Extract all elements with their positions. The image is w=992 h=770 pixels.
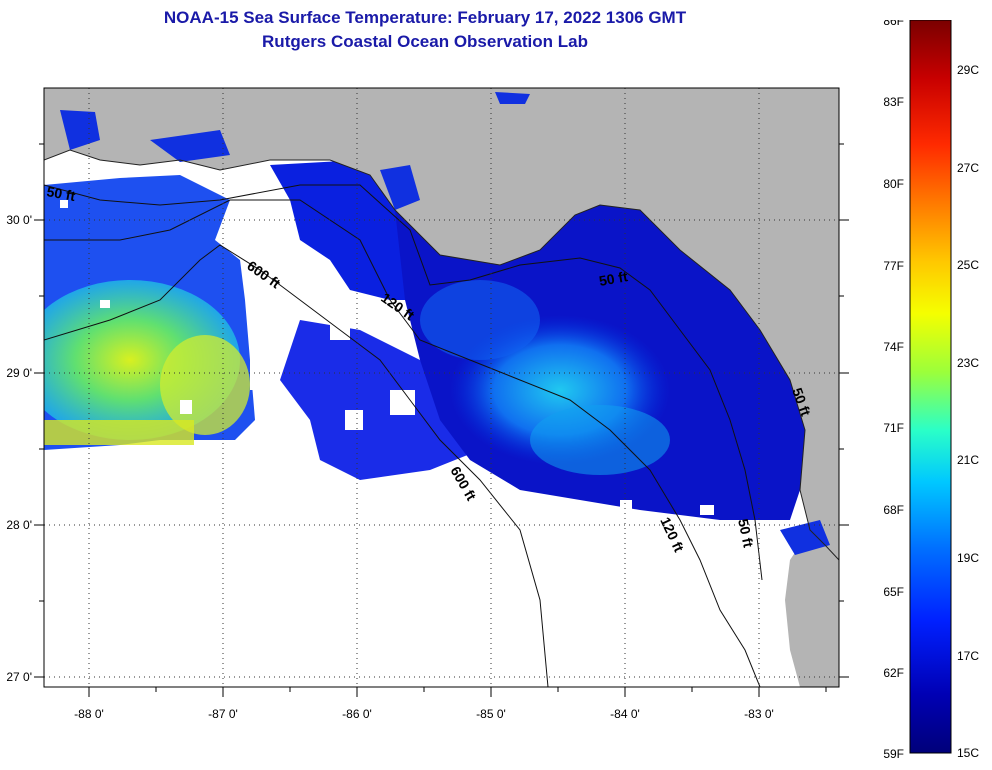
lon-label-88: -88 0' (74, 707, 104, 721)
f-label: 86F (883, 20, 904, 28)
lat-label-30: 30 0' (6, 213, 32, 227)
coastline (44, 149, 839, 561)
cyan-water-east-2 (530, 405, 670, 475)
c-label: 23C (957, 356, 979, 370)
colorbar-svg: 86F 83F 80F 77F 74F 71F 68F 65F 62F 59F … (883, 14, 979, 761)
c-label: 17C (957, 649, 979, 663)
contour-120ft (44, 199, 761, 687)
lon-label-84: -84 0' (610, 707, 640, 721)
c-label: 29C (957, 63, 979, 77)
cyan-water-east-3 (420, 280, 540, 360)
lon-label-83: -83 0' (744, 707, 774, 721)
f-label: 74F (883, 340, 904, 354)
c-label: 25C (957, 258, 979, 272)
lon-label-87: -87 0' (208, 707, 238, 721)
warm-strip (44, 420, 194, 445)
lon-label-86: -86 0' (342, 707, 372, 721)
contour-label-1: 50 ft (45, 183, 76, 204)
c-label: 21C (957, 453, 979, 467)
colorbar-gradient (909, 19, 952, 754)
f-label: 65F (883, 585, 904, 599)
f-label: 71F (883, 421, 904, 435)
c-label: 19C (957, 551, 979, 565)
bay-water-2 (150, 130, 230, 162)
c-label: 15C (957, 746, 979, 760)
lat-label-29: 29 0' (6, 366, 32, 380)
cloud-gaps (60, 200, 714, 515)
bay-water (60, 110, 100, 150)
map-title: NOAA-15 Sea Surface Temperature: Februar… (163, 8, 687, 27)
colorbar-f-labels: 86F 83F 80F 77F 74F 71F 68F 65F 62F 59F (883, 14, 904, 761)
sst-central-south (280, 320, 480, 480)
contour-600ft (44, 244, 549, 687)
map-subtitle: Rutgers Coastal Ocean Observation Lab (262, 32, 588, 51)
land-north (44, 88, 839, 560)
c-label: 27C (957, 161, 979, 175)
land-peninsula (785, 530, 839, 687)
f-label: 83F (883, 95, 904, 109)
f-label: 68F (883, 503, 904, 517)
lon-label-85: -85 0' (476, 707, 506, 721)
lat-label-28: 28 0' (6, 518, 32, 532)
colorbar: 86F 83F 80F 77F 74F 71F 68F 65F 62F 59F … (880, 14, 992, 761)
contour-50ft (44, 184, 763, 581)
axis-ticks (34, 143, 849, 697)
lat-label-27: 27 0' (6, 670, 32, 684)
f-label: 80F (883, 177, 904, 191)
bay-water-3 (495, 92, 530, 104)
bay-water-5 (780, 520, 830, 555)
contour-label-7: 50 ft (735, 517, 757, 549)
contour-label-4: 50 ft (598, 268, 629, 289)
f-label: 77F (883, 259, 904, 273)
map-frame (43, 87, 840, 688)
sst-map: 50 ft 600 ft 120 ft 50 ft 600 ft 120 ft … (6, 87, 849, 721)
bay-water-4 (380, 165, 420, 210)
f-label: 62F (883, 666, 904, 680)
colorbar-c-labels: 29C 27C 25C 23C 21C 19C 17C 15C (957, 63, 979, 760)
f-label: 59F (883, 747, 904, 760)
